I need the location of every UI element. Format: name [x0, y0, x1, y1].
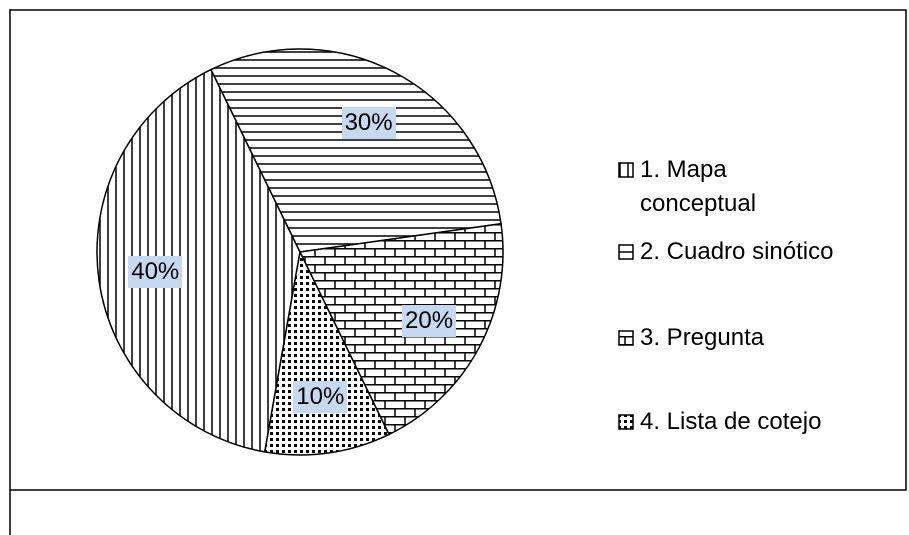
pie-slice [96, 68, 301, 453]
pie-slice [298, 222, 504, 436]
data-label: 20% [402, 304, 457, 337]
legend-swatch [618, 414, 634, 430]
data-label: 10% [293, 380, 348, 413]
legend-swatch [618, 162, 634, 178]
legend-swatch [618, 330, 634, 346]
legend-label: 2. Cuadro sinótico [640, 238, 834, 265]
data-label: 30% [341, 106, 396, 139]
legend-swatch [618, 244, 634, 260]
frame [9, 9, 907, 535]
legend-label: 4. Lista de cotejo [640, 408, 822, 435]
legend-label: 1. Mapa conceptual [640, 156, 757, 217]
pie-slice [210, 48, 502, 253]
data-label: 40% [128, 256, 183, 289]
legend-label: 3. Pregunta [640, 324, 765, 351]
